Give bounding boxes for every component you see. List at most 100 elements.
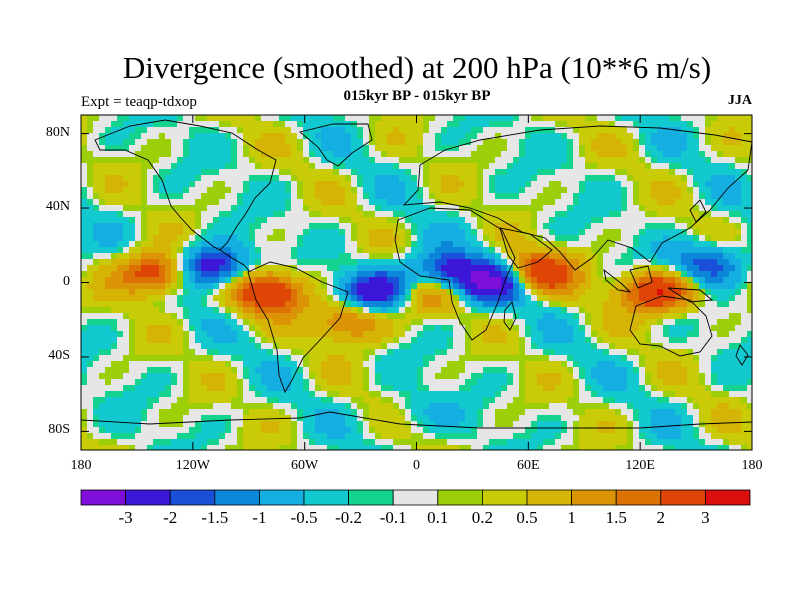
field-cell [141,331,148,338]
field-cell [351,235,358,242]
field-cell [399,295,406,302]
field-cell [525,169,532,176]
field-cell [423,271,430,278]
field-cell [459,139,466,146]
field-cell [87,355,94,362]
field-cell [141,379,148,386]
field-cell [123,331,130,338]
field-cell [159,355,166,362]
field-cell [285,193,292,200]
field-cell [597,301,604,308]
field-cell [585,307,592,314]
field-cell [567,415,574,422]
field-cell [237,265,244,272]
field-cell [561,433,568,440]
field-cell [153,277,160,284]
field-cell [447,319,454,326]
field-cell [195,121,202,128]
field-cell [297,157,304,164]
field-cell [81,397,88,404]
field-cell [441,145,448,152]
field-cell [117,391,124,398]
field-cell [579,229,586,236]
field-cell [333,259,340,266]
field-cell [303,403,310,410]
field-cell [165,415,172,422]
field-cell [423,169,430,176]
field-cell [405,115,412,122]
field-cell [417,295,424,302]
field-cell [609,259,616,266]
field-cell [549,331,556,338]
field-cell [117,139,124,146]
field-cell [165,145,172,152]
field-cell [99,319,106,326]
field-cell [273,253,280,260]
field-cell [153,253,160,260]
field-cell [255,349,262,356]
field-cell [489,421,496,428]
field-cell [219,181,226,188]
field-cell [339,271,346,278]
field-cell [279,391,286,398]
field-cell [315,367,322,374]
field-cell [399,349,406,356]
field-cell [513,277,520,284]
field-cell [549,253,556,260]
field-cell [405,361,412,368]
field-cell [93,241,100,248]
field-cell [345,415,352,422]
field-cell [549,427,556,434]
field-cell [531,217,538,224]
field-cell [579,415,586,422]
field-cell [285,253,292,260]
field-cell [333,127,340,134]
field-cell [291,343,298,350]
field-cell [507,121,514,128]
field-cell [255,241,262,248]
field-cell [99,385,106,392]
field-cell [609,211,616,218]
field-cell [195,295,202,302]
field-cell [105,157,112,164]
field-cell [111,397,118,404]
field-cell [573,253,580,260]
field-cell [345,403,352,410]
field-cell [183,247,190,254]
field-cell [279,259,286,266]
field-cell [603,391,610,398]
field-cell [291,349,298,356]
field-cell [471,349,478,356]
field-cell [537,391,544,398]
field-cell [561,289,568,296]
field-cell [585,271,592,278]
field-cell [579,379,586,386]
field-cell [243,307,250,314]
field-cell [543,313,550,320]
field-cell [471,391,478,398]
field-cell [225,157,232,164]
field-cell [189,325,196,332]
field-cell [93,157,100,164]
field-cell [219,283,226,290]
field-cell [489,439,496,446]
field-cell [513,313,520,320]
field-cell [309,319,316,326]
field-cell [489,169,496,176]
field-cell [141,289,148,296]
field-cell [333,313,340,320]
field-cell [183,349,190,356]
field-cell [111,193,118,200]
field-cell [555,151,562,158]
field-cell [315,241,322,248]
field-cell [219,325,226,332]
field-cell [315,163,322,170]
field-cell [129,433,136,440]
field-cell [135,247,142,254]
field-cell [351,115,358,122]
field-cell [561,145,568,152]
field-cell [249,325,256,332]
field-cell [285,163,292,170]
field-cell [597,295,604,302]
field-cell [159,157,166,164]
